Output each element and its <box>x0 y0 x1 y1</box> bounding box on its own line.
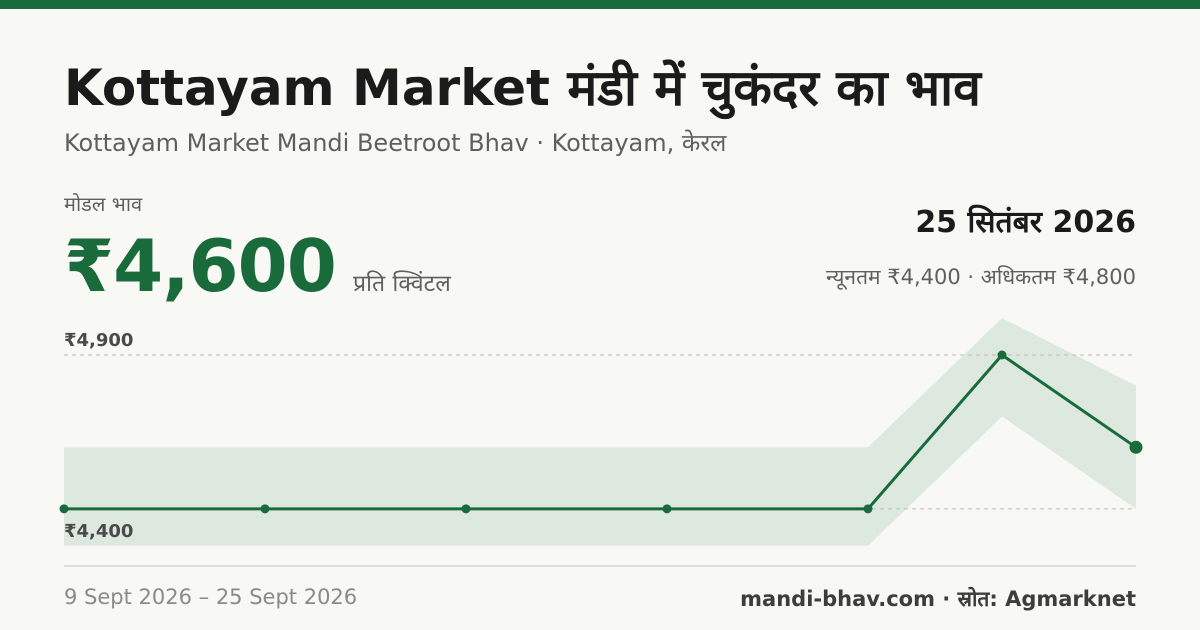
price-point <box>863 504 873 514</box>
modal-price-value: ₹4,600 <box>64 224 337 308</box>
page-subtitle: Kottayam Market Mandi Beetroot Bhav · Ko… <box>64 129 727 157</box>
page-title: Kottayam Market मंडी में चुकंदर का भाव <box>64 59 981 117</box>
y-tick-label-layer: ₹4,900 ₹4,400 <box>64 330 133 542</box>
price-row: ₹4,600 प्रति क्विंटल <box>64 224 451 308</box>
price-point <box>260 504 270 514</box>
modal-price-label: मोडल भाव <box>64 192 143 216</box>
price-date: 25 सितंबर 2026 <box>915 205 1136 240</box>
top-accent-bar <box>0 0 1200 9</box>
y-tick-label: ₹4,400 <box>64 521 133 542</box>
price-point <box>461 504 471 514</box>
price-point <box>59 504 69 514</box>
footer-date-range: 9 Sept 2026 – 25 Sept 2026 <box>64 585 358 609</box>
footer-source: mandi-bhav.com · स्रोत: Agmarknet <box>740 587 1136 611</box>
price-unit: प्रति क्विंटल <box>352 271 451 297</box>
price-point <box>662 504 672 514</box>
price-band-layer <box>64 318 1136 546</box>
price-point <box>997 350 1007 360</box>
y-tick-label: ₹4,900 <box>64 330 133 351</box>
price-range: न्यूनतम ₹4,400 · अधिकतम ₹4,800 <box>826 265 1136 289</box>
min-max-band <box>64 318 1136 546</box>
price-point-layer <box>59 350 1143 514</box>
latest-price-point <box>1129 440 1143 454</box>
